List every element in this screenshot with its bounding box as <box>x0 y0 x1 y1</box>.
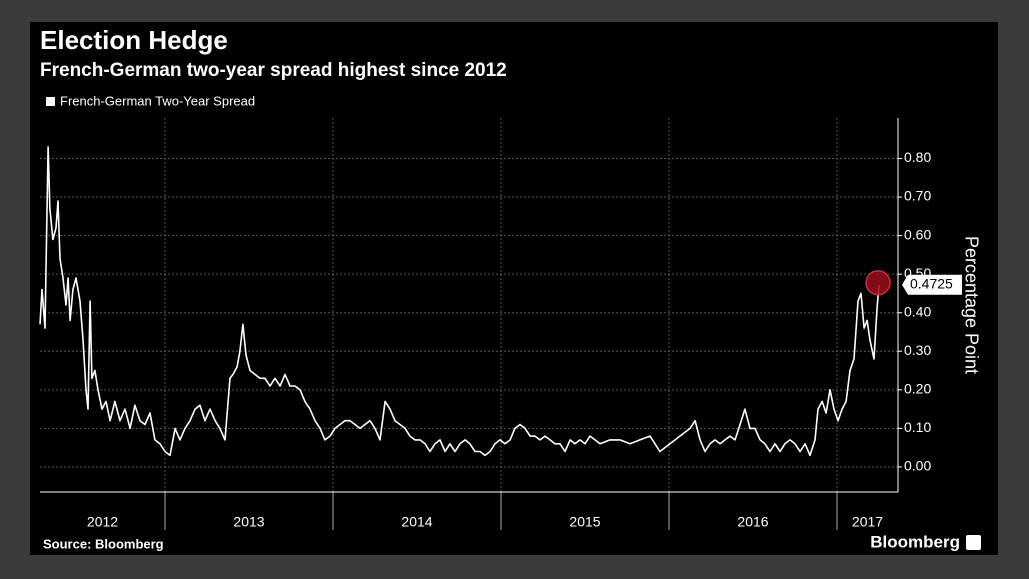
x-tick-label: 2012 <box>87 514 118 530</box>
x-tick-label: 2016 <box>737 514 768 530</box>
y-tick-label: 0.60 <box>904 226 931 242</box>
x-tick-label: 2015 <box>569 514 600 530</box>
x-tick-label: 2013 <box>233 514 264 530</box>
value-callout: 0.4725 <box>910 275 953 291</box>
chart-subtitle: French-German two-year spread highest si… <box>40 60 507 81</box>
brand: Bloomberg <box>870 532 960 551</box>
brand-icon <box>966 535 981 550</box>
x-tick-label: 2014 <box>401 514 432 530</box>
y-tick-label: 0.70 <box>904 188 931 204</box>
last-point-highlight <box>865 270 891 296</box>
chart-title: Election Hedge <box>40 25 228 55</box>
y-tick-label: 0.40 <box>904 303 931 319</box>
y-tick-label: 0.30 <box>904 342 931 358</box>
value-callout-box <box>902 274 962 295</box>
line-series <box>39 146 880 457</box>
y-tick-label: 0.20 <box>904 381 931 397</box>
legend-swatch <box>46 97 55 106</box>
y-axis-title: Percentage Point <box>961 236 981 374</box>
legend-label: French-German Two-Year Spread <box>60 93 255 108</box>
source: Source: Bloomberg <box>43 536 164 551</box>
y-tick-label: 0.10 <box>904 419 931 435</box>
x-tick-label: 2017 <box>852 514 883 530</box>
y-tick-label: 0.00 <box>904 458 931 474</box>
y-tick-label: 0.80 <box>904 149 931 165</box>
